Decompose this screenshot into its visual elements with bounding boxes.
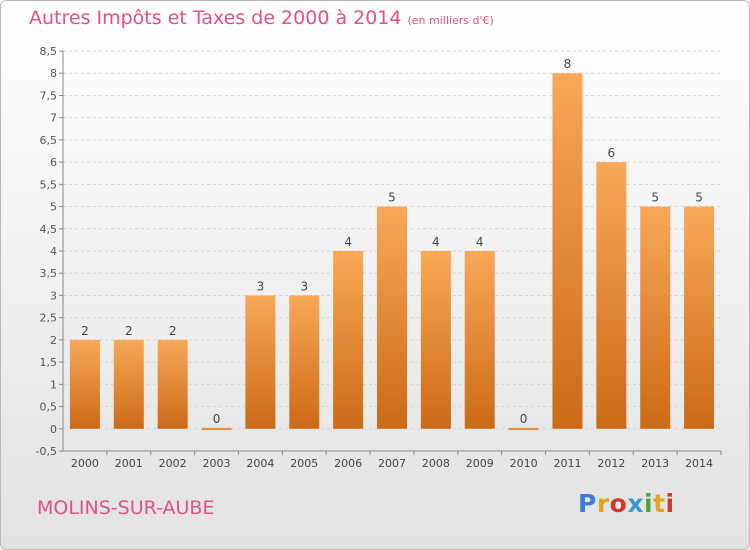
bar-value-label: 5 bbox=[651, 191, 659, 205]
bar-value-label: 8 bbox=[564, 57, 572, 71]
x-tick-label: 2002 bbox=[159, 457, 187, 470]
y-tick-label: 7 bbox=[50, 112, 57, 125]
x-tick-label: 2005 bbox=[290, 457, 318, 470]
logo-letter: o bbox=[609, 489, 628, 518]
logo-letter: x bbox=[627, 489, 644, 518]
y-tick-label: 5,5 bbox=[40, 178, 58, 191]
x-tick-label: 2009 bbox=[466, 457, 494, 470]
y-tick-label: 4,5 bbox=[40, 223, 58, 236]
x-tick-label: 2011 bbox=[553, 457, 581, 470]
y-tick-label: 6 bbox=[50, 156, 57, 169]
x-tick-label: 2010 bbox=[510, 457, 538, 470]
bar-2013 bbox=[640, 206, 671, 429]
x-tick-label: 2007 bbox=[378, 457, 406, 470]
x-tick-label: 2008 bbox=[422, 457, 450, 470]
y-tick-label: 2 bbox=[50, 334, 57, 347]
value-labels: 2 2 2 0 3 3 4 5 4 4 0 8 6 5 5 bbox=[81, 57, 703, 426]
bar-value-label: 5 bbox=[388, 191, 396, 205]
x-tick-label: 2000 bbox=[71, 457, 99, 470]
axes: -0,5 0 0,5 1 1,5 2 2,5 3 3,5 4 4,5 5 5,5 6 6,5 7 7,5 8 8,5… bbox=[36, 45, 722, 470]
y-tick-label: 3 bbox=[50, 289, 57, 302]
logo-letter: t bbox=[653, 489, 666, 518]
y-tick-label: 3,5 bbox=[40, 267, 58, 280]
logo-letter: i bbox=[644, 489, 654, 518]
bar-2009 bbox=[464, 251, 495, 429]
x-tick-label: 2013 bbox=[641, 457, 669, 470]
bar-value-label: 5 bbox=[695, 191, 703, 205]
bars bbox=[69, 73, 715, 430]
x-tick-label: 2004 bbox=[246, 457, 274, 470]
bar-2007 bbox=[377, 206, 407, 429]
bar-value-label: 0 bbox=[213, 412, 221, 426]
logo-letter: r bbox=[596, 489, 610, 518]
y-tick-label: 1,5 bbox=[40, 356, 58, 369]
bar-2004 bbox=[245, 295, 276, 429]
y-tick-label: 6,5 bbox=[40, 134, 58, 147]
bar-value-label: 2 bbox=[125, 324, 133, 338]
bar-value-label: 2 bbox=[169, 324, 177, 338]
bar-2003 bbox=[201, 427, 232, 430]
x-tick-label: 2006 bbox=[334, 457, 362, 470]
bar-2002 bbox=[157, 339, 188, 429]
bar-value-label: 4 bbox=[476, 235, 484, 249]
x-tick-label: 2001 bbox=[115, 457, 143, 470]
y-tick-label: -0,5 bbox=[36, 445, 57, 458]
bar-value-label: 4 bbox=[432, 235, 440, 249]
y-tick-label: 5 bbox=[50, 201, 57, 214]
bar-2010 bbox=[508, 427, 539, 430]
y-tick-label: 8 bbox=[50, 67, 57, 80]
x-tick-label: 2012 bbox=[597, 457, 625, 470]
bar-2008 bbox=[420, 251, 451, 429]
bar-value-label: 4 bbox=[344, 235, 352, 249]
title-text: Autres Impôts et Taxes de 2000 à 2014 bbox=[29, 7, 402, 29]
y-tick-label: 2,5 bbox=[40, 312, 58, 325]
chart-title: Autres Impôts et Taxes de 2000 à 2014 (en… bbox=[29, 7, 494, 29]
bar-value-label: 0 bbox=[520, 412, 528, 426]
commune-name: MOLINS-SUR-AUBE bbox=[37, 497, 215, 519]
bar-2001 bbox=[113, 339, 144, 429]
y-tick-label: 1 bbox=[50, 378, 57, 391]
bar-2000 bbox=[69, 339, 100, 429]
y-tick-label: 0,5 bbox=[40, 401, 58, 414]
logo-letter: i bbox=[665, 489, 675, 518]
bar-2006 bbox=[333, 251, 364, 429]
y-tick-label: 8,5 bbox=[40, 45, 58, 58]
chart-subtitle: (en milliers d'€) bbox=[407, 14, 494, 27]
bar-2011 bbox=[552, 73, 583, 429]
proxiti-logo: Proxiti bbox=[578, 489, 675, 518]
bar-value-label: 3 bbox=[300, 279, 308, 293]
y-tick-label: 0 bbox=[50, 423, 57, 436]
x-tick-label: 2003 bbox=[203, 457, 231, 470]
bar-2005 bbox=[289, 295, 320, 429]
y-tick-label: 7,5 bbox=[40, 89, 58, 102]
logo-letter: P bbox=[578, 489, 597, 518]
bar-2014 bbox=[684, 206, 715, 429]
bar-2012 bbox=[596, 162, 627, 429]
bar-value-label: 2 bbox=[81, 324, 89, 338]
bar-value-label: 6 bbox=[608, 146, 616, 160]
bar-value-label: 3 bbox=[257, 279, 265, 293]
x-tick-label: 2014 bbox=[685, 457, 713, 470]
y-tick-label: 4 bbox=[50, 245, 57, 258]
